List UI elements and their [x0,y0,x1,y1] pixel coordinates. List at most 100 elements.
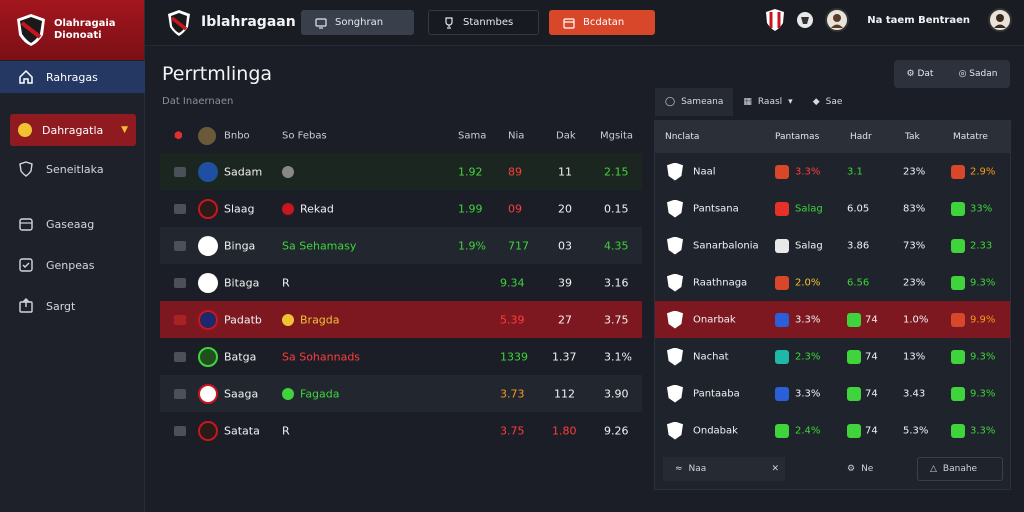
table-row-selected[interactable]: Padatb Bragda 5.39 27 3.75 [160,301,642,338]
stat-value: 09 [508,202,522,215]
panel-row[interactable]: Sanarbalonia Salag 3.86 73% 2.33 [655,227,1010,264]
action-button-2[interactable]: ◎ Sadan [958,69,998,79]
team-crest-icon [667,421,683,440]
stat-value: 1.9% [458,239,486,252]
team-code: Fagada [300,387,340,400]
filter-label: Naa [688,464,707,474]
team-crest-icon [667,384,683,403]
filter-input[interactable]: ≈ Naa ✕ [663,457,785,481]
stat-value: 9.3% [970,351,996,362]
trend-icon [775,164,789,179]
trend-icon [775,386,789,401]
tab-1[interactable]: ◯ Sameana [655,88,734,116]
tab-label: Raasl [757,97,783,107]
panel-row[interactable]: Pantaaba 3.3% 74 3.43 9.3% [655,375,1010,412]
table-row[interactable]: Binga Sa Sehamasy 1.9% 717 03 4.35 [160,227,642,264]
player-avatar[interactable] [825,8,850,32]
panel-table-header: Nnclata Pantamas Hadr Tak Matatre [655,121,1010,153]
toolbar-button-1[interactable]: Songhran [301,10,414,35]
panel-row-selected[interactable]: Onarbak 3.3% 74 1.0% 9.9% [655,301,1010,338]
sidebar-item-label: Sargt [46,299,76,313]
column-header[interactable]: So Febas [282,130,327,142]
stat-value: 717 [508,239,529,252]
column-header[interactable]: Pantamas [775,132,820,142]
sidebar-item-calendar[interactable]: Gaseaag [0,208,145,240]
panel-row[interactable]: Ondabak 2.4% 74 5.3% 3.3% [655,412,1010,449]
column-header[interactable]: Mgsita [600,130,634,142]
pct-value: 2.0% [795,277,821,288]
stat-value: 03 [558,239,572,252]
checkbox-icon [19,258,33,272]
table-row[interactable]: Saaga Fagada 3.73 112 3.90 [160,375,642,412]
column-header[interactable]: Matatre [953,132,988,142]
pct-value: 3.3% [795,388,821,399]
panel-row[interactable]: Raathnaga 2.0% 6.56 23% 9.3% [655,264,1010,301]
tab-3[interactable]: ◆ Sae [803,88,853,116]
sidebar-item-export[interactable]: Sargt [0,290,145,322]
status-icon [282,165,294,178]
panel-row[interactable]: Nachat 2.3% 74 13% 9.3% [655,338,1010,375]
column-header[interactable]: Nnclata [665,132,700,142]
status-icon [282,313,294,326]
table-row[interactable]: Slaag Rekad 1.99 09 20 0.15 [160,190,642,227]
column-header[interactable]: Tak [905,132,920,142]
stat-value: 74 [865,351,878,362]
column-header[interactable]: Hadr [850,132,872,142]
column-header[interactable]: Sama [458,130,487,142]
page-title: Perrtmlinga [162,63,273,85]
table-row[interactable]: Sadam 1.92 89 11 2.15 [160,153,642,190]
team-name: Naal [693,166,716,177]
stat-value: 11 [558,165,572,178]
action-label: Sadan [969,69,998,79]
toolbar-button-3[interactable]: Bcdatan [549,10,655,35]
table-row[interactable]: Bitaga R 9.34 39 3.16 [160,264,642,301]
trend-icon [951,201,965,216]
status-icon [282,387,294,400]
panel-row[interactable]: Naal 3.3% 3.1 23% 2.9% [655,153,1010,190]
panel-tabs: ◯ Sameana ▦ Raasl ▾ ◆ Sae [655,88,880,116]
column-header[interactable]: Bnbo [224,130,250,142]
settings-button[interactable]: ⚙ Ne [835,457,905,481]
stat-value: 9.26 [604,424,629,437]
panel-row[interactable]: Pantsana Salag 6.05 83% 33% [655,190,1010,227]
sidebar-item-check[interactable]: Genpeas [0,249,145,281]
page-subtitle: Dat Inaernaen [162,96,234,107]
column-header[interactable]: Dak [556,130,576,142]
stat-value: 3.3% [970,425,996,436]
brand-header[interactable]: Olahragaia Dionoati [0,0,144,60]
action-button[interactable]: △ Banahe [917,457,1003,481]
pct-value: 3.3% [795,314,821,325]
trend-icon [775,349,789,364]
toolbar-button-label: Stanmbes [463,17,514,28]
club-badge-icon[interactable] [765,8,785,32]
user-avatar[interactable] [988,8,1012,32]
stat-value: 39 [558,276,572,289]
action-button-1[interactable]: ⚙ Dat [906,69,934,79]
trend-icon [775,312,789,327]
toolbar-button-label: Bcdatan [583,17,625,28]
tab-2[interactable]: ▦ Raasl ▾ [733,88,802,116]
table-row[interactable]: Satata R 3.75 1.80 9.26 [160,412,642,449]
team-name: Sanarbalonia [693,240,759,251]
stat-value: 3.73 [500,387,525,400]
column-header[interactable]: Nia [508,130,525,142]
panel-actions: ⚙ Dat ◎ Sadan [894,60,1010,88]
toolbar-button-2[interactable]: Stanmbes [428,10,539,35]
sidebar-item-shield[interactable]: Seneitlaka [0,153,145,185]
stat-value: 74 [865,425,878,436]
team-crest-icon[interactable] [795,8,815,32]
chevron-down-icon: ▾ [788,97,793,107]
team-name: Bitaga [224,276,260,289]
stat-value: 3.75 [500,424,525,437]
export-icon [19,298,33,313]
stat-value: 2.9% [970,166,996,177]
trend-icon [951,312,965,327]
sidebar-item-home[interactable]: Rahragas [0,61,145,93]
team-crest-icon [667,273,683,292]
sidebar-item-dropdown[interactable]: Dahragatla ▼ [10,114,136,146]
table-row[interactable]: Batga Sa Sohannads 1339 1.37 3.1% [160,338,642,375]
stat-value: 3.86 [847,240,870,251]
team-badge-icon [198,346,218,367]
team-name: Nachat [693,351,729,362]
stat-value: 112 [554,387,575,400]
